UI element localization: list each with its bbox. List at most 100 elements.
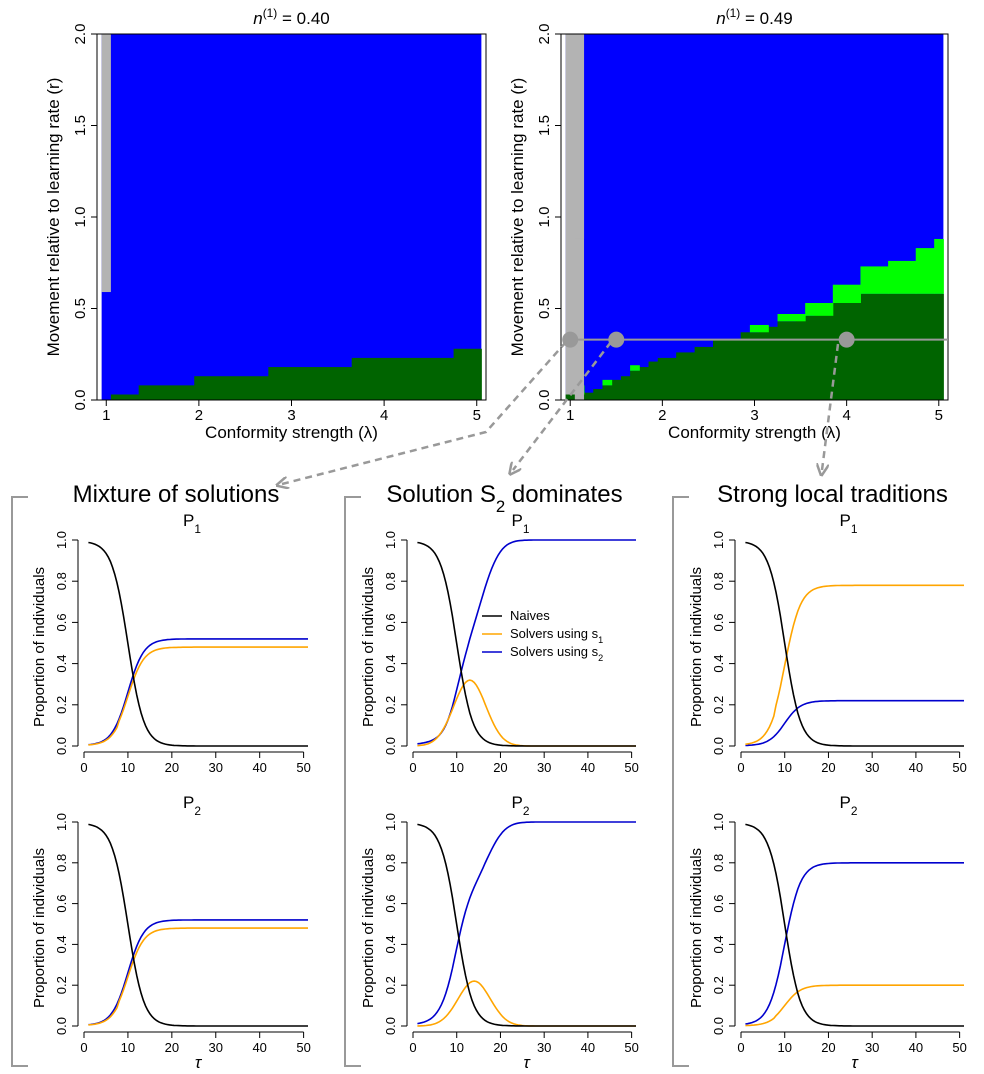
x-tick-label: 10 bbox=[449, 1040, 463, 1055]
subplot-label: P1 bbox=[512, 511, 530, 536]
y-tick-label: 1.5 bbox=[536, 115, 553, 136]
x-tick-label: 30 bbox=[209, 760, 223, 775]
series-s2-line bbox=[417, 821, 636, 1025]
heat-cell-darkgreen bbox=[611, 379, 622, 400]
series-s1-line bbox=[417, 679, 636, 747]
subplot-label: P2 bbox=[183, 793, 201, 818]
y-tick-label: 0.4 bbox=[383, 655, 398, 673]
heat-cell-darkgreen bbox=[593, 389, 603, 400]
series-naive-line bbox=[745, 541, 964, 747]
heat-cell-darkgreen bbox=[565, 394, 575, 400]
y-tick-label: 0.2 bbox=[54, 696, 69, 714]
y-tick-label: 0.6 bbox=[383, 895, 398, 913]
x-tick-label: 1 bbox=[566, 407, 574, 424]
subplot-label: P1 bbox=[183, 511, 201, 536]
x-tick-label: 50 bbox=[296, 760, 310, 775]
y-axis-label: Proportion of individuals bbox=[360, 567, 377, 727]
heat-cell-darkgreen bbox=[110, 394, 140, 400]
heatmap-layer: 1 2 3 4 5 0.0 0.5 1.0 1.5 2.0 Conformity strength … bbox=[44, 6, 949, 442]
subplot-label: P2 bbox=[840, 793, 858, 818]
x-tick-label: 0 bbox=[80, 1040, 87, 1055]
y-tick-label: 0.6 bbox=[383, 613, 398, 631]
subplot-3-2: P2 0.0 0.2 0.4 0.6 0.8 1.0 0 10 20 30 40 50 Proportio… bbox=[688, 793, 967, 1072]
x-tick-label: 40 bbox=[909, 1040, 923, 1055]
panel-3: Strong local traditions P1 0.0 0.2 0.4 0.6 0.8… bbox=[672, 481, 967, 1072]
x-tick-label: 40 bbox=[252, 1040, 266, 1055]
y-tick-label: 0.0 bbox=[54, 737, 69, 755]
x-tick-label: 10 bbox=[121, 760, 135, 775]
x-tick-label: 30 bbox=[537, 760, 551, 775]
heat-cell-darkgreen bbox=[777, 321, 797, 400]
heat-cell-darkgreen bbox=[351, 357, 455, 400]
y-tick-label: 1.0 bbox=[54, 531, 69, 549]
x-tick-label: 30 bbox=[209, 1040, 223, 1055]
x-axis-label: Conformity strength (λ) bbox=[668, 423, 841, 442]
heat-cell-darkgreen bbox=[453, 348, 482, 400]
heat-cell-darkgreen bbox=[759, 326, 779, 400]
x-tick-label: 0 bbox=[409, 1040, 416, 1055]
heatmap-title: n(1) = 0.40 bbox=[253, 6, 329, 28]
heat-cell-darkgreen bbox=[630, 370, 640, 400]
x-tick-label: 30 bbox=[865, 1040, 879, 1055]
y-tick-label: 0.8 bbox=[383, 572, 398, 590]
y-tick-label: 0.6 bbox=[711, 895, 726, 913]
selected-point bbox=[838, 331, 855, 348]
series-s2-line bbox=[745, 862, 964, 1025]
x-tick-label: 40 bbox=[581, 1040, 595, 1055]
y-tick-label: 1.0 bbox=[72, 207, 89, 228]
panel-1: Mixture of solutions P1 0.0 0.2 0.4 0.6 0.8 1.0… bbox=[11, 481, 311, 1072]
subplot-2-2: P2 0.0 0.2 0.4 0.6 0.8 1.0 0 10 20 30 40 50 Proportio… bbox=[360, 793, 639, 1072]
heat-cell-darkgreen bbox=[194, 376, 269, 400]
x-axis-label: τ bbox=[851, 1053, 859, 1072]
x-tick-label: 50 bbox=[624, 1040, 638, 1055]
y-axis-label: Proportion of individuals bbox=[688, 848, 705, 1008]
x-tick-label: 2 bbox=[658, 407, 666, 424]
heat-cell-lightgreen bbox=[777, 313, 806, 322]
heat-cell-darkgreen bbox=[648, 361, 659, 400]
x-tick-label: 10 bbox=[777, 760, 791, 775]
heatmap-1: 1 2 3 4 5 0.0 0.5 1.0 1.5 2.0 Conformity strength … bbox=[44, 6, 487, 442]
x-tick-label: 20 bbox=[165, 760, 179, 775]
series-s1-line bbox=[745, 984, 964, 1027]
x-tick-label: 10 bbox=[777, 1040, 791, 1055]
heat-cell-darkgreen bbox=[713, 339, 742, 400]
y-tick-label: 0.5 bbox=[536, 298, 553, 319]
y-tick-label: 0.4 bbox=[54, 655, 69, 673]
subplot-2-1: P1 0.0 0.2 0.4 0.6 0.8 1.0 0 10 20 30 40 50 Proportio… bbox=[360, 511, 639, 775]
x-tick-label: 30 bbox=[865, 760, 879, 775]
y-tick-label: 0.0 bbox=[711, 737, 726, 755]
y-tick-label: 0.8 bbox=[54, 854, 69, 872]
y-tick-label: 0.8 bbox=[54, 572, 69, 590]
y-axis-label: Proportion of individuals bbox=[360, 848, 377, 1008]
heat-cell-lightgreen bbox=[832, 284, 861, 304]
heatmap-title: n(1) = 0.49 bbox=[716, 6, 792, 28]
y-tick-label: 0.2 bbox=[383, 696, 398, 714]
heat-cell-darkgreen bbox=[740, 332, 760, 400]
series-naive-line bbox=[88, 823, 308, 1027]
heat-cell-darkgreen bbox=[620, 376, 631, 400]
x-axis-label: Conformity strength (λ) bbox=[205, 423, 378, 442]
x-tick-label: 3 bbox=[287, 407, 295, 424]
x-tick-label: 50 bbox=[296, 1040, 310, 1055]
x-tick-label: 20 bbox=[821, 1040, 835, 1055]
x-tick-label: 40 bbox=[909, 760, 923, 775]
y-tick-label: 0.2 bbox=[711, 696, 726, 714]
subplot-3-1: P1 0.0 0.2 0.4 0.6 0.8 1.0 0 10 20 30 40 50 Proportio… bbox=[688, 511, 967, 775]
y-tick-label: 0.8 bbox=[711, 854, 726, 872]
x-tick-label: 3 bbox=[750, 407, 758, 424]
pointer-arrow bbox=[282, 341, 567, 484]
subplot-label: P2 bbox=[512, 793, 530, 818]
legend-label: Solvers using s1 bbox=[510, 626, 603, 645]
heat-cell-lightgreen bbox=[805, 303, 834, 316]
y-tick-label: 0.5 bbox=[72, 298, 89, 319]
y-tick-label: 0.0 bbox=[72, 390, 89, 411]
x-tick-label: 0 bbox=[80, 760, 87, 775]
series-s1-line bbox=[88, 927, 308, 1026]
legend-label: Naives bbox=[510, 608, 550, 623]
y-tick-label: 0.0 bbox=[536, 390, 553, 411]
x-tick-label: 10 bbox=[449, 760, 463, 775]
heat-cell-darkgreen bbox=[602, 385, 613, 400]
series-s1-line bbox=[88, 646, 308, 746]
